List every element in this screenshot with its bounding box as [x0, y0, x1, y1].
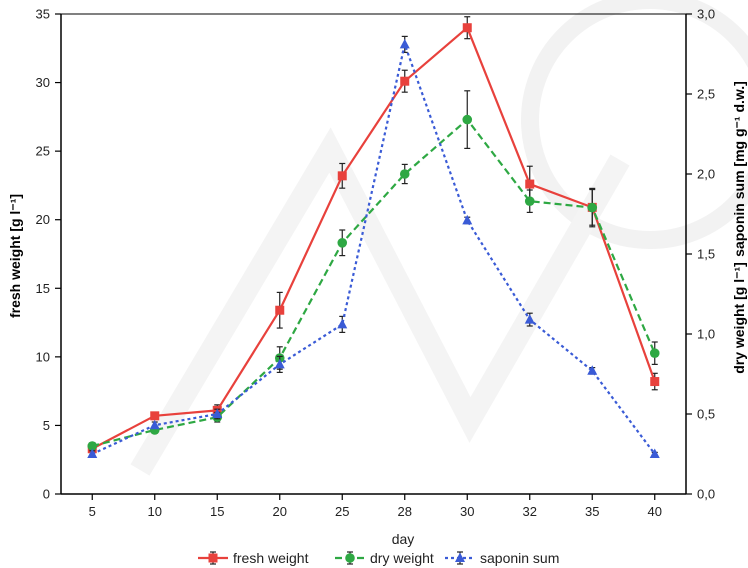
left-tick-label: 35 [36, 7, 50, 22]
data-point-saponin-sum [337, 318, 348, 329]
left-axis-title: fresh weight [g l⁻¹] [7, 194, 23, 318]
data-point-saponin-sum [399, 38, 410, 49]
legend-marker-saponin-sum [455, 552, 465, 562]
data-point-fresh-weight [462, 23, 472, 33]
left-tick-label: 15 [36, 281, 50, 296]
data-point-saponin-sum [87, 448, 98, 458]
data-point-dry-weight [462, 114, 473, 125]
legend-item-fresh-weight: fresh weight [198, 550, 309, 566]
legend-label-fresh-weight: fresh weight [233, 550, 309, 566]
x-axis-title: day [392, 531, 415, 547]
x-tick-label: 35 [585, 504, 599, 519]
right-axis-title-dry-weight: dry weight [g l⁻¹] [731, 262, 747, 374]
data-point-fresh-weight [525, 179, 535, 189]
x-tick-label: 10 [148, 504, 162, 519]
data-point-saponin-sum [212, 408, 223, 418]
x-tick-label: 30 [460, 504, 474, 519]
data-point-saponin-sum [524, 314, 535, 324]
right-tick-label: 1,0 [697, 327, 715, 342]
legend-item-dry-weight: dry weight [335, 550, 434, 566]
x-tick-label: 5 [89, 504, 96, 519]
data-point-saponin-sum [587, 365, 598, 375]
right-tick-label: 2,5 [697, 87, 715, 102]
data-point-fresh-weight [337, 171, 347, 181]
left-tick-label: 20 [36, 212, 50, 227]
data-point-fresh-weight [400, 76, 410, 86]
data-point-saponin-sum [149, 419, 160, 430]
data-point-dry-weight [87, 441, 98, 451]
legend-label-dry-weight: dry weight [370, 550, 434, 566]
x-tick-label: 32 [523, 504, 537, 519]
legend-label-saponin-sum: saponin sum [480, 550, 559, 566]
right-tick-label: 0,5 [697, 407, 715, 422]
left-tick-label: 0 [43, 487, 50, 502]
data-point-dry-weight [399, 169, 410, 179]
right-tick-label: 2,0 [697, 167, 715, 182]
x-tick-label: 28 [398, 504, 412, 519]
x-tick-label: 20 [273, 504, 287, 519]
x-tick-label: 40 [648, 504, 662, 519]
data-point-dry-weight [337, 238, 348, 248]
series-line-dry-weight [91, 118, 656, 448]
watermark-arc [521, 0, 748, 249]
legend: fresh weight dry weight saponin sum [198, 550, 559, 566]
right-tick-label: 1,5 [697, 247, 715, 262]
watermark [130, 0, 748, 476]
series-line-fresh-weight [91, 26, 656, 450]
data-point-dry-weight [587, 202, 598, 213]
left-tick-label: 30 [36, 75, 50, 90]
series-saponin-sum [87, 35, 660, 458]
left-tick-label: 10 [36, 349, 50, 364]
data-point-dry-weight [649, 348, 660, 359]
right-axis-title-saponin: saponin sum [mg g⁻¹ d.w.] [731, 81, 747, 257]
series-layer [87, 16, 660, 458]
data-point-saponin-sum [649, 448, 660, 458]
left-tick-label: 5 [43, 418, 50, 433]
data-point-fresh-weight [650, 377, 660, 387]
x-tick-label: 15 [210, 504, 224, 519]
data-point-saponin-sum [274, 358, 285, 369]
x-tick-label: 25 [335, 504, 349, 519]
legend-marker-dry-weight [345, 553, 355, 563]
right-tick-label: 3,0 [697, 7, 715, 22]
legend-item-saponin-sum: saponin sum [445, 550, 559, 566]
right-axis-ticks: 0,0 0,5 1,0 1,5 2,0 2,5 3,0 [686, 7, 715, 502]
data-point-saponin-sum [462, 214, 473, 225]
data-point-dry-weight [524, 196, 535, 206]
left-tick-label: 25 [36, 144, 50, 159]
data-point-fresh-weight [150, 411, 160, 421]
legend-marker-fresh-weight [208, 553, 218, 563]
watermark-stroke [130, 127, 630, 476]
x-axis-ticks: 5 10 15 20 25 28 30 32 35 40 [89, 494, 662, 519]
right-tick-label: 0,0 [697, 487, 715, 502]
series-dry-weight [87, 90, 660, 451]
left-axis-ticks: 0 5 10 15 20 25 30 35 [36, 7, 61, 502]
data-point-fresh-weight [275, 305, 285, 315]
